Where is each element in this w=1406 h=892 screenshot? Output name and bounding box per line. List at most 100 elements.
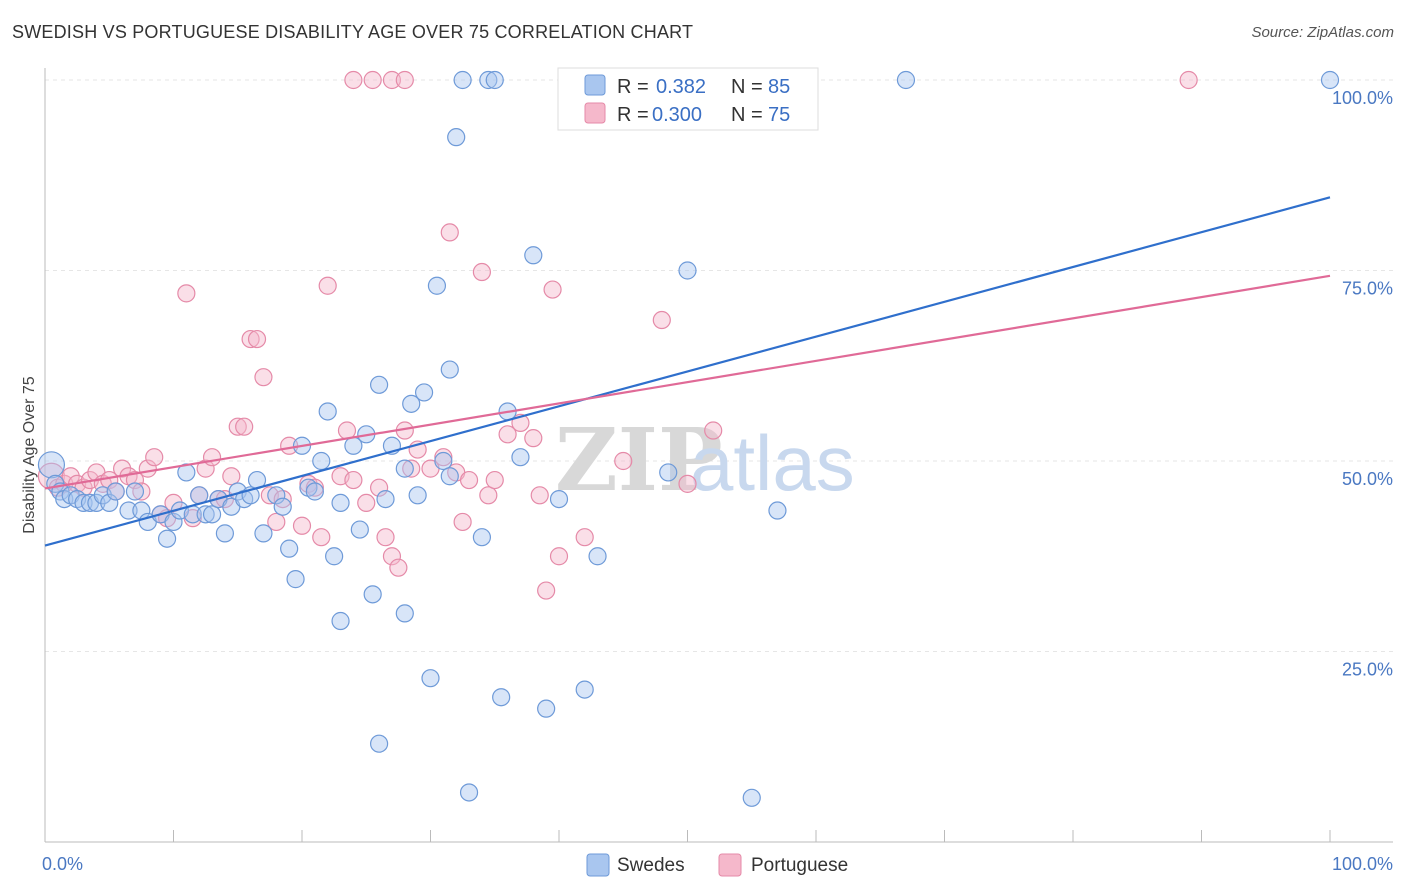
swedes-point [305,482,324,501]
portuguese-point [344,470,363,490]
portuguese-point [241,329,260,349]
legend-r-value-swedes: 0.382 [656,76,706,98]
swedes-point [459,783,479,802]
swedes-point [164,512,183,532]
watermark-atlas: atlas [690,419,855,507]
portuguese-point [485,470,504,490]
swedes-point [280,539,299,558]
swedes-point [678,261,697,280]
portuguese-point [344,70,363,90]
y-tick-label: 75.0% [1342,279,1393,299]
watermark-zip: ZIP [555,410,723,511]
trend-lines [44,196,1331,547]
swedes-point [331,493,350,513]
swedes-point [370,734,389,753]
swedes-point [370,375,389,394]
legend-n-value-portuguese: 75 [768,104,790,126]
portuguese-point [222,467,241,486]
swedes-point [273,497,292,516]
chart-title: SWEDISH VS PORTUGUESE DISABILITY AGE OVE… [12,22,694,42]
x-tick-label-max: 100.0% [1332,854,1393,874]
portuguese-point [228,417,247,436]
swedes-point [768,501,787,520]
swedes-point [196,505,215,524]
portuguese-point [376,528,395,547]
swedes-point [100,493,119,513]
y-tick-label: 25.0% [1342,660,1393,680]
swedes-point [479,70,498,90]
swedes-point [363,585,382,604]
swedes-point [447,128,466,147]
portuguese-point [530,486,549,505]
portuguese-point [498,425,517,444]
portuguese-point [543,280,562,299]
portuguese-point [247,329,267,349]
swedes-point [524,246,543,265]
portuguese-point [440,223,459,242]
bottom-legend-swatch-swedes [586,853,610,877]
portuguese-point [402,459,421,478]
swedes-point [440,467,459,486]
swedes-point [254,524,273,543]
swedes-point [453,70,472,90]
axes [44,68,1393,843]
portuguese-point [575,528,594,547]
portuguese-point [112,459,132,478]
swedes-point [659,463,678,482]
swedes-point [267,486,286,505]
swedes-trend-line [44,196,1331,547]
swedes-point [427,276,447,295]
y-tick-label: 50.0% [1342,469,1393,489]
swedes-point [331,611,350,631]
portuguese-point [357,493,376,513]
swedes-point [434,451,453,471]
swedes-point [202,505,222,524]
legend-n-label-swedes: N = [731,76,763,98]
portuguese-point [472,262,491,282]
portuguese-point [235,417,254,436]
swedes-point [575,680,594,699]
swedes-point [492,688,511,707]
swedes-point [421,669,440,688]
legend-r-label-portuguese: R = [617,104,649,126]
portuguese-point [312,528,331,547]
swedes-point [119,501,138,520]
bottom-legend: Swedes Portuguese [586,853,848,877]
swedes-point [177,463,196,482]
swedes-point [106,482,125,501]
portuguese-point [1179,70,1198,90]
swedes-point [408,486,427,505]
legend-n-value-swedes: 85 [768,76,790,98]
portuguese-point [254,368,273,387]
portuguese-point [145,448,164,467]
legend-swatch-portuguese [584,102,606,124]
swedes-point [125,482,145,501]
swedes-point [588,547,607,566]
portuguese-point [453,512,472,532]
portuguese-points [37,70,1198,600]
swedes-point [485,70,504,90]
legend-swatch-swedes [584,74,606,96]
portuguese-point [459,470,479,490]
portuguese-point [537,581,556,600]
portuguese-point [652,310,671,330]
swedes-point [896,70,916,90]
legend-r-value-portuguese: 0.300 [652,104,702,126]
legend-r-label-swedes: R = [617,76,649,98]
swedes-point [395,604,414,623]
swedes-point [549,490,569,509]
portuguese-point [614,451,633,471]
swedes-point [376,490,395,509]
portuguese-point [549,547,569,566]
swedes-point [742,788,761,807]
portuguese-point [267,512,286,532]
legend-n-label-portuguese: N = [731,104,763,126]
swedes-point [472,528,491,547]
portuguese-point [196,459,215,478]
swedes-point [395,459,414,478]
swedes-point [350,520,369,539]
grid-lines [45,79,1393,652]
portuguese-point [202,448,222,467]
swedes-point [157,529,177,548]
